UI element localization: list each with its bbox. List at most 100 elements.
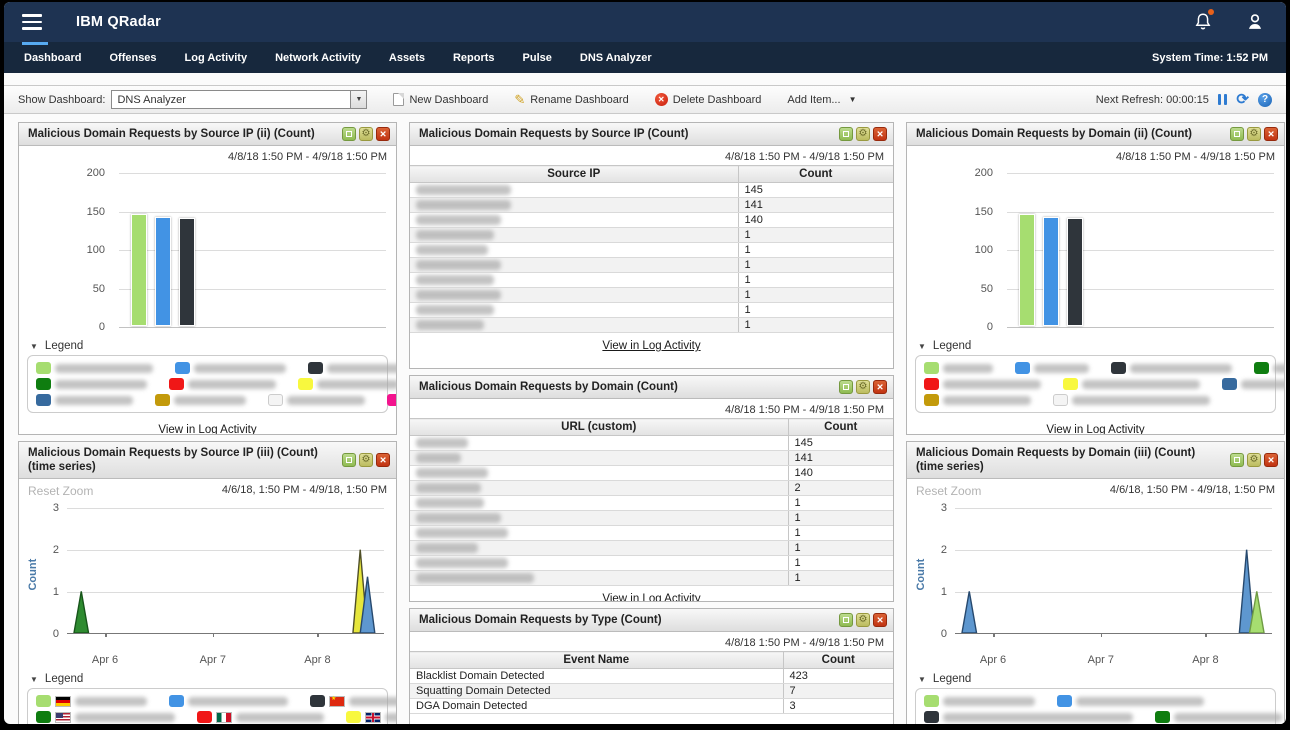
tab-log-activity[interactable]: Log Activity	[184, 51, 248, 64]
tab-dashboard[interactable]: Dashboard	[10, 42, 95, 73]
rename-dashboard-button[interactable]: ✎ Rename Dashboard	[514, 92, 629, 107]
detach-panel-icon[interactable]	[839, 380, 853, 394]
table-row[interactable]: 1	[410, 227, 893, 243]
settings-gear-icon[interactable]: ⚙	[856, 127, 870, 141]
table-row[interactable]: 141	[410, 197, 893, 213]
table-row[interactable]: 1	[410, 570, 893, 586]
view-in-log-activity-link[interactable]: View in Log Activity	[158, 424, 257, 435]
view-in-log-activity-link[interactable]: View in Log Activity	[602, 340, 701, 352]
settings-gear-icon[interactable]: ⚙	[359, 127, 373, 141]
tab-dns-analyzer[interactable]: DNS Analyzer	[579, 51, 652, 64]
detach-panel-icon[interactable]	[342, 453, 356, 467]
settings-gear-icon[interactable]: ⚙	[1247, 127, 1261, 141]
table-row[interactable]: 145	[410, 182, 893, 198]
close-panel-icon[interactable]: ✕	[376, 127, 390, 141]
redacted-label	[55, 395, 133, 405]
close-panel-icon[interactable]: ✕	[873, 613, 887, 627]
redacted-label	[1130, 363, 1232, 373]
legend-item	[924, 711, 1133, 723]
detach-panel-icon[interactable]	[1230, 453, 1244, 467]
refresh-icon[interactable]: ⟳	[1236, 91, 1249, 108]
detach-panel-icon[interactable]	[342, 127, 356, 141]
help-icon[interactable]: ?	[1258, 92, 1272, 107]
view-in-log-activity-link[interactable]: View in Log Activity	[1046, 424, 1145, 435]
table-row[interactable]: 2	[410, 480, 893, 496]
table-row[interactable]: 1	[410, 287, 893, 303]
close-panel-icon[interactable]: ✕	[873, 380, 887, 394]
table-row[interactable]: DGA Domain Detected 3	[410, 698, 893, 714]
legend-swatch	[924, 378, 939, 390]
redacted-label	[943, 363, 993, 373]
dashboard-toolbar: Show Dashboard: DNS Analyzer ▼ New Dashb…	[4, 85, 1286, 114]
tab-network-activity[interactable]: Network Activity	[275, 51, 361, 64]
table-row[interactable]: Blacklist Domain Detected 423	[410, 668, 893, 684]
table-row[interactable]: 1	[410, 510, 893, 526]
bar	[1019, 214, 1035, 326]
settings-gear-icon[interactable]: ⚙	[359, 453, 373, 467]
redacted-cell	[416, 558, 508, 569]
table-row[interactable]: 1	[410, 257, 893, 273]
column-header[interactable]: Source IP	[410, 165, 739, 183]
settings-gear-icon[interactable]: ⚙	[856, 613, 870, 627]
flag-de-icon	[55, 695, 71, 707]
column-header[interactable]: Count	[738, 165, 893, 183]
table-row[interactable]: 141	[410, 450, 893, 466]
legend	[27, 688, 396, 724]
legend-toggle[interactable]: ▼ Legend	[918, 673, 972, 685]
table-row[interactable]: 1	[410, 242, 893, 258]
legend-toggle[interactable]: ▼ Legend	[30, 340, 84, 352]
legend-toggle[interactable]: ▼ Legend	[918, 340, 972, 352]
tab-reports[interactable]: Reports	[452, 51, 495, 64]
table-row[interactable]: 1	[410, 525, 893, 541]
new-page-icon	[393, 93, 405, 106]
table-row[interactable]: 1	[410, 272, 893, 288]
legend-item	[36, 394, 133, 406]
table-row[interactable]: 1	[410, 540, 893, 556]
table-row[interactable]: 140	[410, 465, 893, 481]
table-row[interactable]: 145	[410, 435, 893, 451]
detach-panel-icon[interactable]	[839, 127, 853, 141]
dashboard-select[interactable]: DNS Analyzer ▼	[111, 90, 368, 109]
redacted-label	[1034, 363, 1089, 373]
legend	[915, 355, 1284, 413]
notifications-bell-icon[interactable]	[1190, 9, 1216, 35]
table-row[interactable]: 1	[410, 495, 893, 511]
legend-swatch	[36, 394, 51, 406]
date-range: 4/8/18 1:50 PM - 4/9/18 1:50 PM	[725, 637, 884, 649]
legend	[915, 688, 1282, 724]
table-row[interactable]: 1	[410, 555, 893, 571]
detach-panel-icon[interactable]	[839, 613, 853, 627]
user-avatar-icon[interactable]	[1242, 9, 1268, 35]
legend-toggle[interactable]: ▼ Legend	[30, 673, 84, 685]
column-header[interactable]: Count	[788, 418, 893, 436]
column-header[interactable]: Count	[783, 651, 893, 669]
reset-zoom-button[interactable]: Reset Zoom	[28, 484, 94, 498]
table-row[interactable]: 1	[410, 317, 893, 333]
settings-gear-icon[interactable]: ⚙	[1247, 453, 1261, 467]
detach-panel-icon[interactable]	[1230, 127, 1244, 141]
close-panel-icon[interactable]: ✕	[376, 453, 390, 467]
table-row[interactable]: 140	[410, 212, 893, 228]
tab-offenses[interactable]: Offenses	[109, 51, 157, 64]
close-panel-icon[interactable]: ✕	[1264, 453, 1278, 467]
view-in-log-activity-link[interactable]: View in Log Activity	[602, 593, 701, 602]
column-header[interactable]: URL (custom)	[410, 418, 789, 436]
table-row[interactable]: Squatting Domain Detected 7	[410, 683, 893, 699]
new-dashboard-button[interactable]: New Dashboard	[393, 93, 488, 106]
redacted-label	[943, 379, 1041, 389]
settings-gear-icon[interactable]: ⚙	[856, 380, 870, 394]
column-header[interactable]: Event Name	[410, 651, 784, 669]
hamburger-menu-icon[interactable]	[22, 14, 42, 30]
table-row[interactable]: 1	[410, 302, 893, 318]
delete-dashboard-button[interactable]: ✕ Delete Dashboard	[654, 93, 761, 106]
reset-zoom-button[interactable]: Reset Zoom	[916, 484, 982, 498]
show-dashboard-label: Show Dashboard:	[18, 93, 106, 106]
add-item-button[interactable]: Add Item... ▼	[787, 93, 857, 106]
close-panel-icon[interactable]: ✕	[873, 127, 887, 141]
close-panel-icon[interactable]: ✕	[1264, 127, 1278, 141]
tab-assets[interactable]: Assets	[388, 51, 425, 64]
chevron-down-icon[interactable]: ▼	[350, 91, 367, 108]
tab-pulse[interactable]: Pulse	[522, 51, 552, 64]
pause-refresh-icon[interactable]	[1217, 94, 1228, 105]
panel-type-table: Malicious Domain Requests by Type (Count…	[409, 608, 894, 724]
